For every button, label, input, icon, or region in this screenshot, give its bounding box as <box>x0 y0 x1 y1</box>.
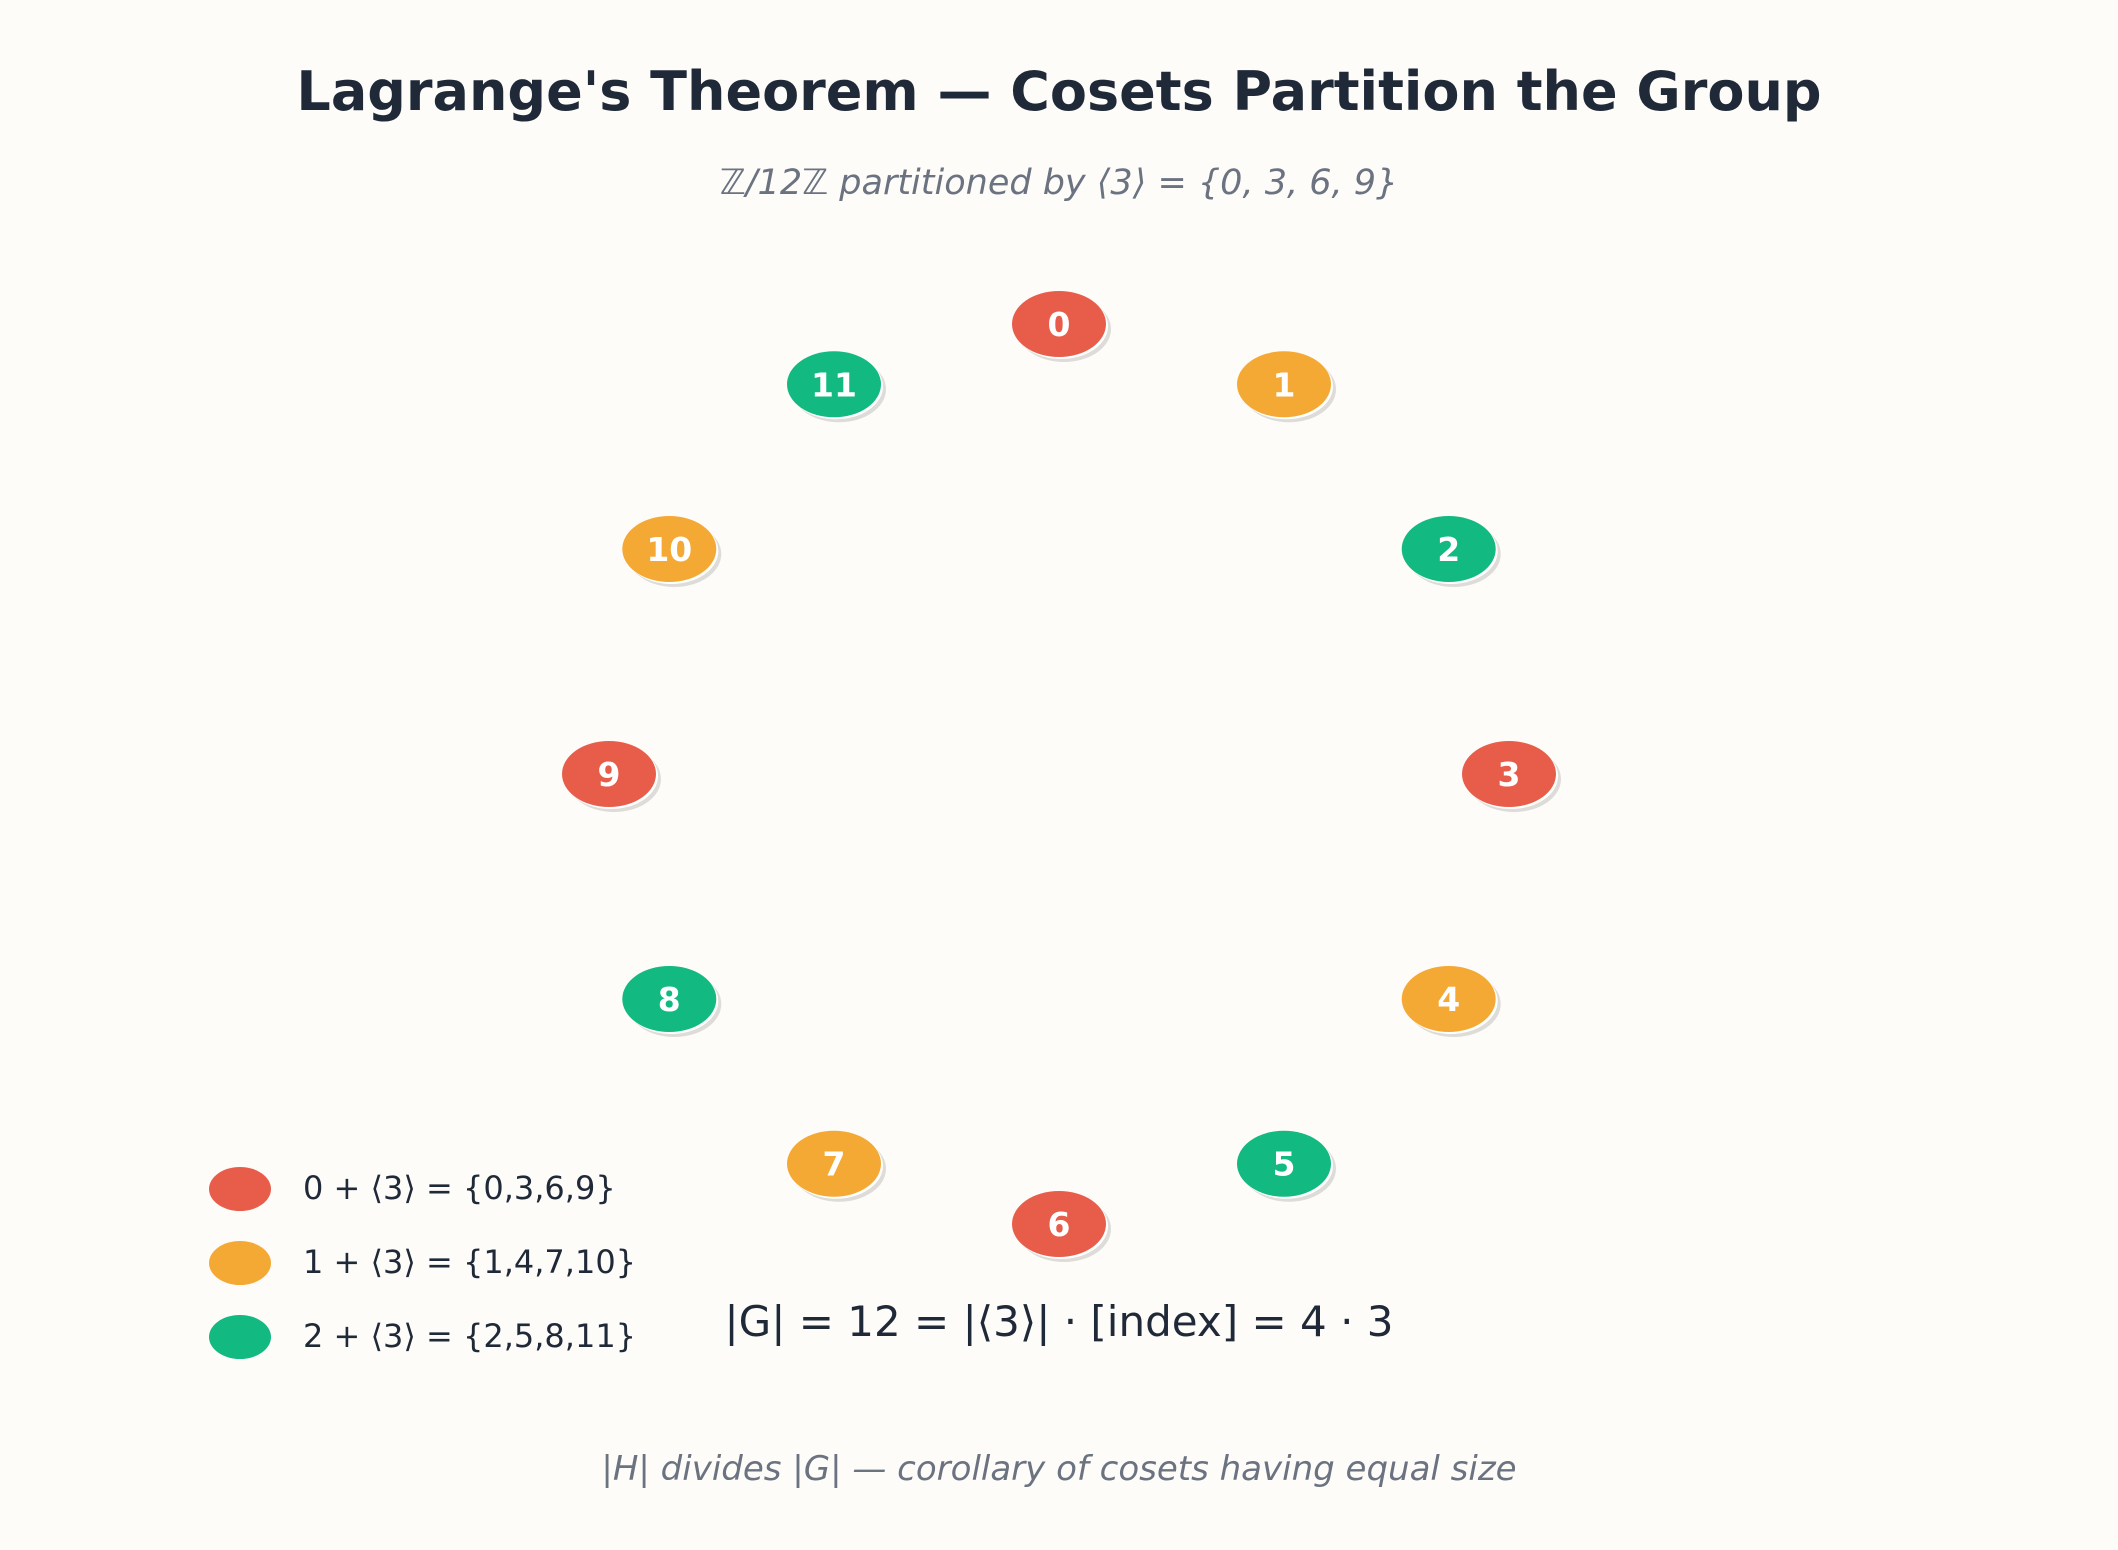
element-node-coset-1 <box>1237 351 1331 418</box>
group-element-9: 9 <box>562 741 661 812</box>
group-element-1: 1 <box>1237 351 1336 423</box>
element-label: 1 <box>1273 365 1296 404</box>
group-element-8: 8 <box>622 966 722 1037</box>
legend-swatch-coset-0 <box>209 1167 271 1211</box>
element-node-coset-2 <box>622 966 717 1032</box>
group-element-7: 7 <box>787 1130 886 1202</box>
coset-legend: 0 + ⟨3⟩ = {0,3,6,9} 1 + ⟨3⟩ = {1,4,7,10}… <box>209 1167 636 1359</box>
element-label: 0 <box>1048 305 1071 344</box>
element-label: 9 <box>598 755 621 794</box>
element-node-coset-0 <box>562 741 656 807</box>
element-node-coset-0 <box>1462 741 1556 807</box>
group-element-0: 0 <box>1012 291 1111 362</box>
element-label: 3 <box>1498 755 1521 794</box>
lagrange-formula: |G| = 12 = |⟨3⟩| · [index] = 4 · 3 <box>725 1297 1394 1346</box>
diagram-subtitle: ℤ/12ℤ partitioned by ⟨3⟩ = {0, 3, 6, 9} <box>720 163 1399 203</box>
diagram-title: Lagrange's Theorem — Cosets Partition th… <box>296 60 1821 123</box>
element-node-coset-0 <box>1012 291 1106 357</box>
group-element-11: 11 <box>787 351 886 423</box>
element-label: 10 <box>646 530 692 569</box>
element-node-coset-1 <box>622 516 717 582</box>
legend-label-coset-0: 0 + ⟨3⟩ = {0,3,6,9} <box>303 1169 616 1207</box>
element-node-coset-2 <box>1237 1130 1331 1197</box>
element-node-coset-1 <box>787 1130 881 1197</box>
element-label: 11 <box>811 365 857 404</box>
element-label: 8 <box>658 980 681 1019</box>
element-label: 7 <box>823 1145 846 1184</box>
group-element-ring: 0 1 2 3 4 5 6 7 8 9 10 11 <box>562 291 1561 1262</box>
legend-label-coset-2: 2 + ⟨3⟩ = {2,5,8,11} <box>303 1317 636 1355</box>
element-label: 5 <box>1273 1145 1296 1184</box>
element-label: 6 <box>1048 1205 1071 1244</box>
element-node-coset-2 <box>1401 516 1496 582</box>
group-element-3: 3 <box>1462 741 1561 812</box>
legend-swatch-coset-2 <box>209 1315 271 1359</box>
legend-swatch-coset-1 <box>209 1241 271 1285</box>
element-node-coset-1 <box>1401 966 1496 1032</box>
element-label: 4 <box>1437 980 1460 1019</box>
group-element-5: 5 <box>1237 1130 1336 1202</box>
element-node-coset-2 <box>787 351 881 418</box>
group-element-6: 6 <box>1012 1191 1111 1262</box>
element-label: 2 <box>1437 530 1460 569</box>
legend-label-coset-1: 1 + ⟨3⟩ = {1,4,7,10} <box>303 1243 636 1281</box>
group-element-4: 4 <box>1401 966 1501 1037</box>
footer-note: |H| divides |G| — corollary of cosets ha… <box>601 1449 1516 1489</box>
element-node-coset-0 <box>1012 1191 1106 1257</box>
group-element-2: 2 <box>1401 516 1501 587</box>
group-element-10: 10 <box>622 516 722 587</box>
